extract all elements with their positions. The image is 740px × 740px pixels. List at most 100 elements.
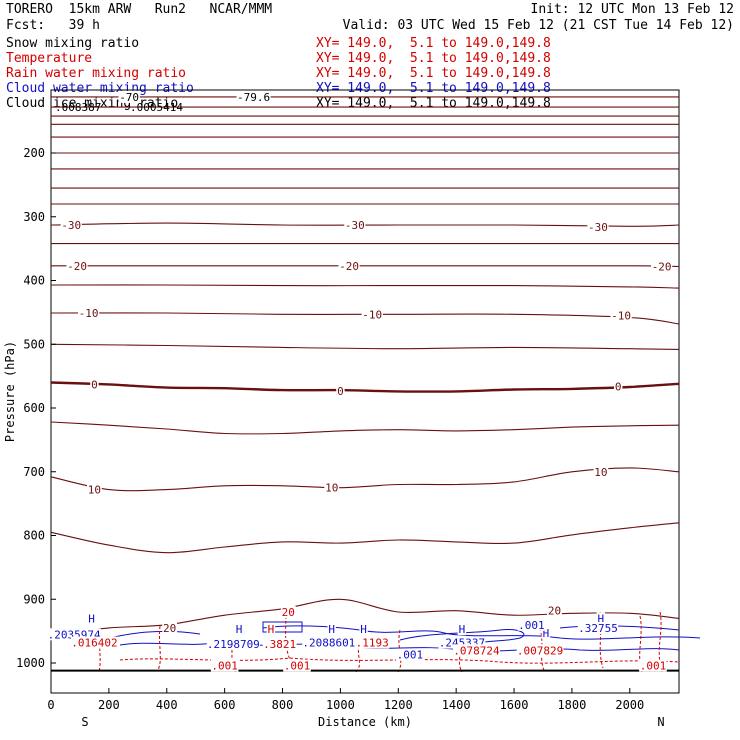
contour-label: 20 bbox=[163, 622, 176, 635]
x-tick-label: 1800 bbox=[557, 698, 586, 712]
legend-temperature-range: XY= 149.0, 5.1 to 149.0,149.8 bbox=[316, 51, 551, 66]
contour-label-bg bbox=[355, 636, 390, 649]
contour-label: 0 bbox=[91, 378, 98, 391]
contour-label-bg bbox=[78, 307, 100, 320]
contour-label-bg bbox=[338, 259, 360, 272]
contour-label-bg bbox=[210, 659, 239, 672]
contour-label-bg bbox=[118, 90, 140, 103]
isotherm-line-15 bbox=[50, 522, 680, 554]
isotherm-line-5 bbox=[50, 421, 680, 435]
contour-label: .001 bbox=[284, 660, 311, 673]
contour-label: 20 bbox=[282, 606, 295, 619]
contour-label: .007829 bbox=[517, 644, 563, 657]
contour-label-bg bbox=[71, 636, 118, 649]
legend-cloudwater-name: Cloud water mixing ratio bbox=[6, 81, 194, 96]
contour-label: -10 bbox=[79, 307, 99, 320]
contour-label-bg bbox=[327, 623, 336, 636]
contour-label: 10 bbox=[594, 466, 607, 479]
contour-label-bg bbox=[516, 644, 564, 657]
y-tick-label: 800 bbox=[23, 529, 45, 543]
contour-label: H bbox=[543, 627, 550, 640]
contour-label-bg bbox=[541, 627, 551, 640]
isotherm-line-0 bbox=[50, 381, 680, 393]
contour-label: -30 bbox=[588, 221, 608, 234]
contour-label-bg bbox=[87, 483, 102, 496]
contour-label: -10 bbox=[362, 308, 382, 321]
y-tick-label: 600 bbox=[23, 401, 45, 415]
contour-label-bg bbox=[236, 90, 271, 103]
contour-label: .1193 bbox=[356, 637, 389, 650]
x-tick-label: 1000 bbox=[326, 698, 355, 712]
contour-label-bg bbox=[593, 465, 609, 478]
cloud-water-contour-5 bbox=[559, 625, 680, 631]
rain-contour-0 bbox=[98, 627, 101, 673]
contour-label: .078724 bbox=[453, 644, 500, 657]
contour-label: H bbox=[360, 623, 367, 636]
contour-label: -20 bbox=[67, 260, 87, 273]
inset-value-cloud-ice: .0005414 bbox=[130, 101, 183, 114]
y-tick-label: 900 bbox=[23, 592, 45, 606]
x-tick-label: 200 bbox=[98, 698, 120, 712]
contour-label: .32755 bbox=[578, 622, 618, 635]
cloud-water-contour-4 bbox=[399, 629, 525, 647]
contour-label: .2088601 bbox=[302, 637, 355, 650]
rain-contour-1 bbox=[157, 625, 161, 671]
y-tick-label: 200 bbox=[23, 146, 45, 160]
contour-label-bg bbox=[517, 618, 546, 631]
x-tick-label: 1200 bbox=[384, 698, 413, 712]
contour-label: H bbox=[268, 623, 275, 636]
contour-label-bg bbox=[587, 220, 609, 233]
contour-label-bg bbox=[359, 623, 368, 636]
contour-label: .016402 bbox=[71, 637, 117, 650]
contour-label: 10 bbox=[325, 482, 338, 495]
forecast-hour: Fcst: 39 h bbox=[6, 18, 100, 33]
x-tick-label: 800 bbox=[272, 698, 294, 712]
contour-label: H bbox=[459, 623, 466, 636]
contour-label: -20 bbox=[652, 260, 672, 273]
y-axis-title: Pressure (hPa) bbox=[3, 341, 17, 442]
contour-label-bg bbox=[577, 621, 619, 634]
y-tick-label: 400 bbox=[23, 274, 45, 288]
init-time: Init: 12 UTC Mon 13 Feb 12 bbox=[530, 2, 735, 17]
contour-label-bg bbox=[234, 623, 244, 636]
contour-label-bg bbox=[596, 612, 606, 625]
isotherm-line--30 bbox=[50, 222, 680, 227]
valid-time: Valid: 03 UTC Wed 15 Feb 12 (21 CST Tue … bbox=[342, 18, 734, 33]
contour-label-bg bbox=[457, 623, 467, 636]
contour-label-bg bbox=[66, 259, 88, 272]
legend-temperature-name: Temperature bbox=[6, 51, 93, 66]
south-end-label: S bbox=[81, 715, 88, 729]
contour-label-bg bbox=[651, 260, 673, 273]
north-end-label: N bbox=[657, 715, 664, 729]
legend-cloudwater-range: XY= 149.0, 5.1 to 149.0,149.8 bbox=[316, 81, 551, 96]
contour-label-bg bbox=[283, 659, 311, 672]
contour-label-bg bbox=[87, 612, 96, 625]
rain-contour-8 bbox=[599, 611, 604, 669]
contour-label: H bbox=[236, 623, 243, 636]
model-title: TORERO 15km ARW Run2 NCAR/MMM bbox=[6, 2, 273, 17]
legend-snow-range: XY= 149.0, 5.1 to 149.0,149.8 bbox=[316, 36, 551, 51]
x-tick-label: 1600 bbox=[500, 698, 529, 712]
contour-label-bg bbox=[336, 384, 345, 397]
x-tick-label: 400 bbox=[156, 698, 178, 712]
contour-label: 10 bbox=[88, 484, 101, 497]
legend-snow-name: Snow mixing ratio bbox=[6, 36, 140, 51]
contour-label: 20 bbox=[548, 605, 561, 618]
contour-label-bg bbox=[302, 636, 356, 649]
contour-label-bg bbox=[262, 637, 297, 650]
inset-value-snow: .008387 bbox=[55, 101, 101, 114]
x-tick-label: 2000 bbox=[615, 698, 644, 712]
contour-label: -70 bbox=[119, 91, 139, 104]
contour-label: .001 bbox=[518, 619, 545, 632]
contour-label: H bbox=[328, 623, 335, 636]
contour-label: -10 bbox=[611, 310, 631, 323]
contour-label: -30 bbox=[61, 219, 81, 232]
contour-label: H bbox=[88, 612, 95, 625]
contour-label-bg bbox=[60, 219, 82, 232]
isotherm-line-10 bbox=[50, 467, 680, 492]
x-tick-label: 600 bbox=[214, 698, 236, 712]
y-tick-label: 1000 bbox=[16, 656, 45, 670]
contour-label: .001 bbox=[211, 660, 238, 673]
isotherm-line--20 bbox=[51, 265, 680, 268]
